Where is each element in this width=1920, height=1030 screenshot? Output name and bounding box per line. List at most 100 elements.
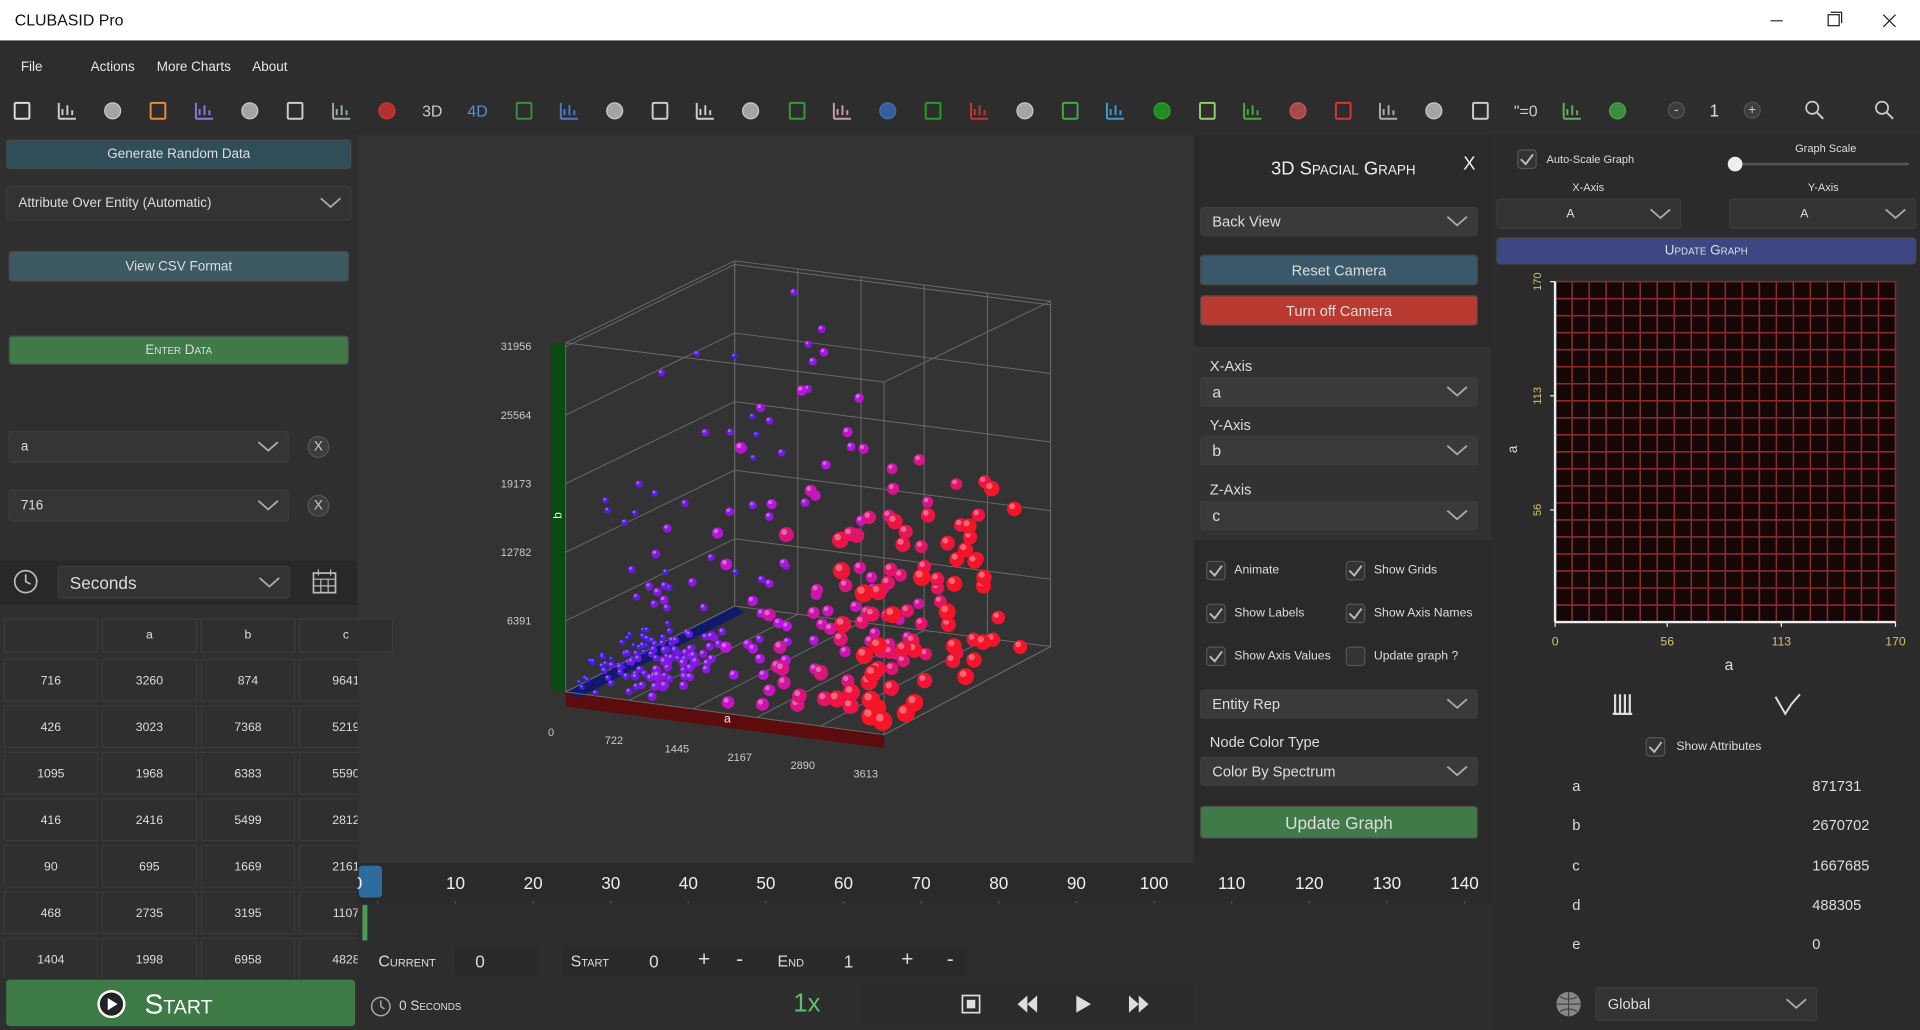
time-unit-dropdown[interactable] [57,565,291,599]
toolbar-icon[interactable] [332,102,351,120]
round-button-label[interactable]: - [1674,102,1679,118]
view-dropdown[interactable] [1200,206,1478,237]
round-button[interactable] [307,435,330,458]
enter-data-button[interactable] [8,335,349,365]
toolbar-icon[interactable] [1061,101,1079,120]
node [652,670,662,680]
toolbar-icon[interactable] [286,101,304,120]
toolbar-icon[interactable] [606,102,624,120]
bars-icon [1612,694,1633,715]
toolbar-icon[interactable] [1243,102,1262,120]
checkbox[interactable] [1517,149,1537,169]
toolbar-icon[interactable] [13,101,31,120]
start-minus[interactable]: - [736,947,744,972]
checkbox[interactable] [1345,560,1366,581]
node [896,704,915,723]
round-button-label[interactable]: X [313,439,323,455]
toolbar-icon[interactable] [378,102,396,120]
node [599,653,606,660]
round-button[interactable] [307,494,330,517]
end-plus[interactable]: + [901,947,914,972]
start-plus[interactable]: + [697,947,711,972]
checkbox[interactable] [1206,560,1226,581]
toolbar-icon[interactable] [559,102,578,120]
toolbar-icon[interactable] [1608,102,1627,120]
toolbar-icon[interactable] [832,102,852,120]
reset-camera-button[interactable] [1200,254,1478,286]
toolbar-icon[interactable] [970,102,989,120]
mode-dropdown[interactable] [6,186,352,221]
node-highlight [618,669,621,673]
toolbar-icon[interactable] [1425,102,1443,120]
round-button-label[interactable]: X [313,498,323,514]
toolbar-icon[interactable] [1199,101,1216,120]
toolbar-icon[interactable] [879,102,897,120]
node-highlight [585,677,588,680]
scope-dropdown[interactable] [1595,986,1818,1022]
filter-dropdown[interactable] [8,431,289,463]
round-button[interactable] [1743,101,1761,119]
axis-dropdown[interactable] [1200,377,1478,407]
entity-rep-dropdown[interactable] [1200,689,1478,719]
toolbar-icon[interactable] [1016,102,1034,120]
toolbar-icon[interactable] [149,101,167,120]
menu-item[interactable]: More Charts [156,60,231,75]
toolbar-icon[interactable] [515,101,533,120]
checkbox[interactable] [1345,646,1366,667]
x-axis-select-label: X-Axis [1572,181,1605,194]
side-update-button[interactable] [1496,237,1917,265]
toolbar-icon[interactable] [1472,101,1489,120]
filter-dropdown[interactable] [8,489,289,522]
toolbar-icon[interactable] [1153,102,1171,120]
toolbar-icon[interactable] [1379,102,1398,120]
scale-track [1735,162,1909,166]
node-color-dropdown[interactable] [1200,756,1478,787]
speed[interactable]: 1x [793,989,821,1018]
node [619,639,626,646]
round-button-label[interactable]: + [1748,102,1757,118]
grid-line [756,629,925,718]
update-graph-button[interactable] [1200,805,1478,839]
toolbar-icon[interactable] [924,101,942,120]
node-highlight [866,608,873,615]
graph-panel-close[interactable]: X [1463,153,1476,175]
node-highlight [744,640,749,645]
node [607,680,615,687]
x-axis-select[interactable] [1496,198,1682,229]
menu-item[interactable]: About [252,60,288,75]
menu-item[interactable]: Actions [90,60,135,75]
toolbar-icon[interactable] [788,101,806,120]
generate-button[interactable] [6,139,352,169]
camera-button[interactable] [1200,295,1478,326]
toolbar-icon[interactable] [742,102,760,120]
checkbox[interactable] [1206,646,1226,667]
icon-shape [1334,101,1352,120]
menu-item[interactable]: File [20,60,43,75]
timeline-track[interactable] [357,903,1492,943]
axis-dropdown[interactable] [1200,435,1478,466]
scale-knob[interactable] [1727,156,1743,172]
toolbar-icon[interactable] [57,102,76,120]
toolbar-icon[interactable] [104,102,122,120]
round-button[interactable] [1667,101,1685,119]
axis-dropdown[interactable] [1200,500,1478,531]
toolbar-icon[interactable] [241,102,259,120]
start-button[interactable] [6,979,356,1027]
node [616,663,624,671]
y-axis-select[interactable] [1728,198,1917,229]
node-highlight [830,692,838,700]
toolbar-icon[interactable] [1562,102,1581,120]
view-csv-button[interactable] [8,251,349,282]
toolbar-icon[interactable] [651,101,669,120]
checkbox[interactable] [1206,603,1226,624]
toolbar-icon[interactable] [695,102,714,120]
end-minus[interactable]: - [946,947,954,972]
check-mark [1209,565,1223,578]
toolbar-icon[interactable] [194,102,214,120]
checkbox[interactable] [1345,603,1366,624]
toolbar-icon[interactable] [1105,102,1125,120]
check-icon [1348,565,1363,578]
toolbar-icon[interactable] [1334,101,1352,120]
node-highlight [887,663,893,669]
toolbar-icon[interactable] [1289,102,1307,120]
